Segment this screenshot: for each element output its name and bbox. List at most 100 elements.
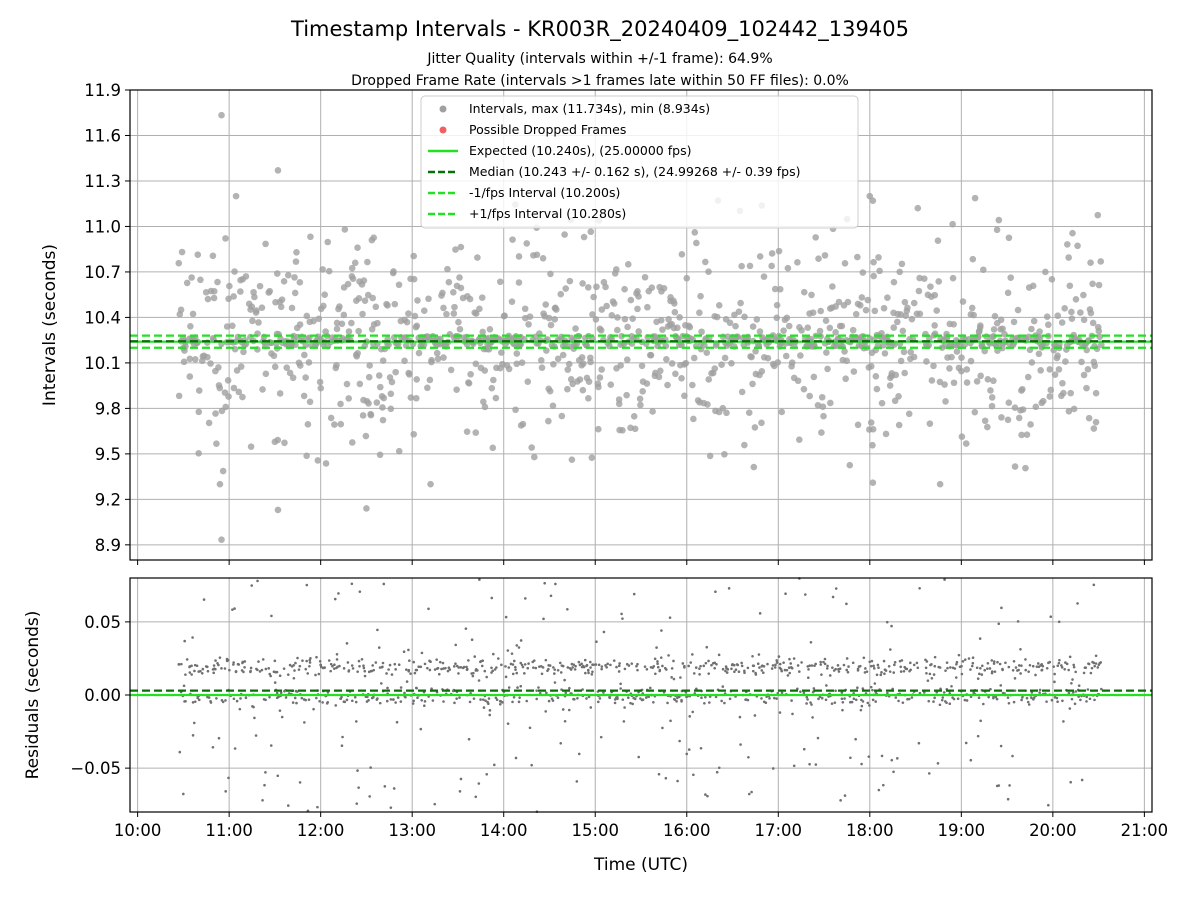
interval-point: [1084, 366, 1092, 373]
interval-point: [293, 248, 300, 256]
residual-point: [227, 776, 230, 780]
residual-point: [661, 726, 664, 730]
interval-point: [533, 251, 541, 259]
residual-point: [577, 752, 581, 756]
interval-point: [433, 349, 441, 357]
x-tick-label: 18:00: [846, 821, 894, 840]
residual-point: [941, 696, 945, 699]
interval-point: [844, 298, 852, 306]
interval-point-extreme: [218, 111, 225, 119]
interval-point: [738, 262, 745, 270]
residual-point: [909, 668, 912, 672]
residual-point: [182, 792, 185, 796]
residual-point: [727, 587, 731, 590]
interval-point: [354, 349, 361, 357]
residual-point: [751, 669, 755, 673]
interval-point: [1089, 319, 1097, 327]
residual-point: [789, 662, 792, 665]
residual-point: [1067, 691, 1071, 695]
residual-point: [561, 664, 565, 668]
interval-point: [904, 304, 911, 312]
interval-point: [905, 410, 913, 418]
interval-point: [1014, 306, 1022, 314]
interval-point: [325, 267, 333, 275]
residual-point: [526, 666, 530, 670]
residual-point: [760, 669, 764, 672]
residual-point: [620, 612, 623, 616]
residual-point: [677, 695, 681, 699]
residual-point: [256, 668, 259, 672]
interval-point: [948, 353, 955, 361]
residual-point: [291, 701, 295, 704]
interval-point: [498, 349, 505, 356]
residual-point: [940, 698, 944, 702]
residual-point: [893, 663, 896, 667]
interval-point: [341, 226, 349, 233]
residual-point: [1068, 655, 1072, 659]
interval-point: [204, 295, 212, 303]
residual-point: [978, 637, 982, 640]
residual-point: [705, 645, 709, 649]
residual-point: [459, 666, 463, 669]
chart-title: Timestamp Intervals - KR003R_20240409_10…: [290, 17, 909, 42]
residual-point: [568, 686, 571, 690]
interval-point: [901, 298, 909, 306]
residual-point: [656, 665, 660, 669]
residual-point: [441, 661, 445, 665]
interval-point: [457, 243, 465, 251]
residual-point: [1057, 620, 1061, 624]
residual-point: [411, 702, 415, 705]
residual-point: [575, 780, 579, 783]
residual-point: [234, 669, 238, 673]
residual-point: [782, 661, 785, 664]
residual-point: [957, 653, 961, 657]
chart-subtitle-2: Dropped Frame Rate (intervals >1 frames …: [351, 73, 849, 89]
residual-point: [892, 770, 895, 774]
interval-point: [256, 282, 264, 290]
interval-point: [970, 311, 977, 319]
residual-point: [816, 736, 820, 740]
residual-point: [300, 696, 304, 700]
residual-point: [928, 672, 932, 676]
interval-reference-lines: [130, 334, 1152, 349]
residual-point: [177, 663, 181, 666]
interval-point: [444, 265, 451, 273]
residual-point: [841, 701, 845, 704]
interval-point: [215, 364, 222, 371]
interval-point: [362, 432, 370, 440]
residual-point: [820, 673, 823, 676]
residual-point: [282, 667, 286, 670]
interval-point: [1024, 373, 1032, 381]
residual-point: [964, 741, 968, 745]
x-tick-label: 16:00: [663, 821, 711, 840]
interval-point: [210, 287, 218, 295]
residual-point: [293, 696, 297, 700]
interval-point: [580, 360, 587, 367]
interval-point: [195, 387, 203, 394]
residual-point: [802, 691, 806, 695]
residual-point: [861, 700, 865, 703]
residual-point: [808, 664, 811, 668]
residual-point: [333, 663, 336, 667]
residual-point: [1099, 661, 1103, 664]
interval-point: [907, 348, 914, 356]
residual-point: [784, 592, 787, 596]
residual-point: [702, 664, 706, 668]
residual-point: [698, 667, 701, 670]
residual-point: [915, 661, 919, 665]
interval-point: [447, 366, 455, 374]
residual-point: [1030, 691, 1034, 694]
residual-point: [869, 685, 873, 689]
interval-point: [808, 291, 815, 299]
interval-point: [457, 284, 465, 292]
interval-point: [933, 307, 941, 314]
interval-point: [737, 299, 744, 307]
interval-point: [587, 228, 595, 236]
residual-point: [589, 706, 593, 709]
residual-point: [191, 701, 195, 704]
residual-point: [528, 726, 532, 730]
residual-point: [836, 664, 840, 667]
interval-point: [552, 306, 560, 313]
residual-point: [867, 755, 871, 758]
residual-point: [1028, 663, 1032, 667]
